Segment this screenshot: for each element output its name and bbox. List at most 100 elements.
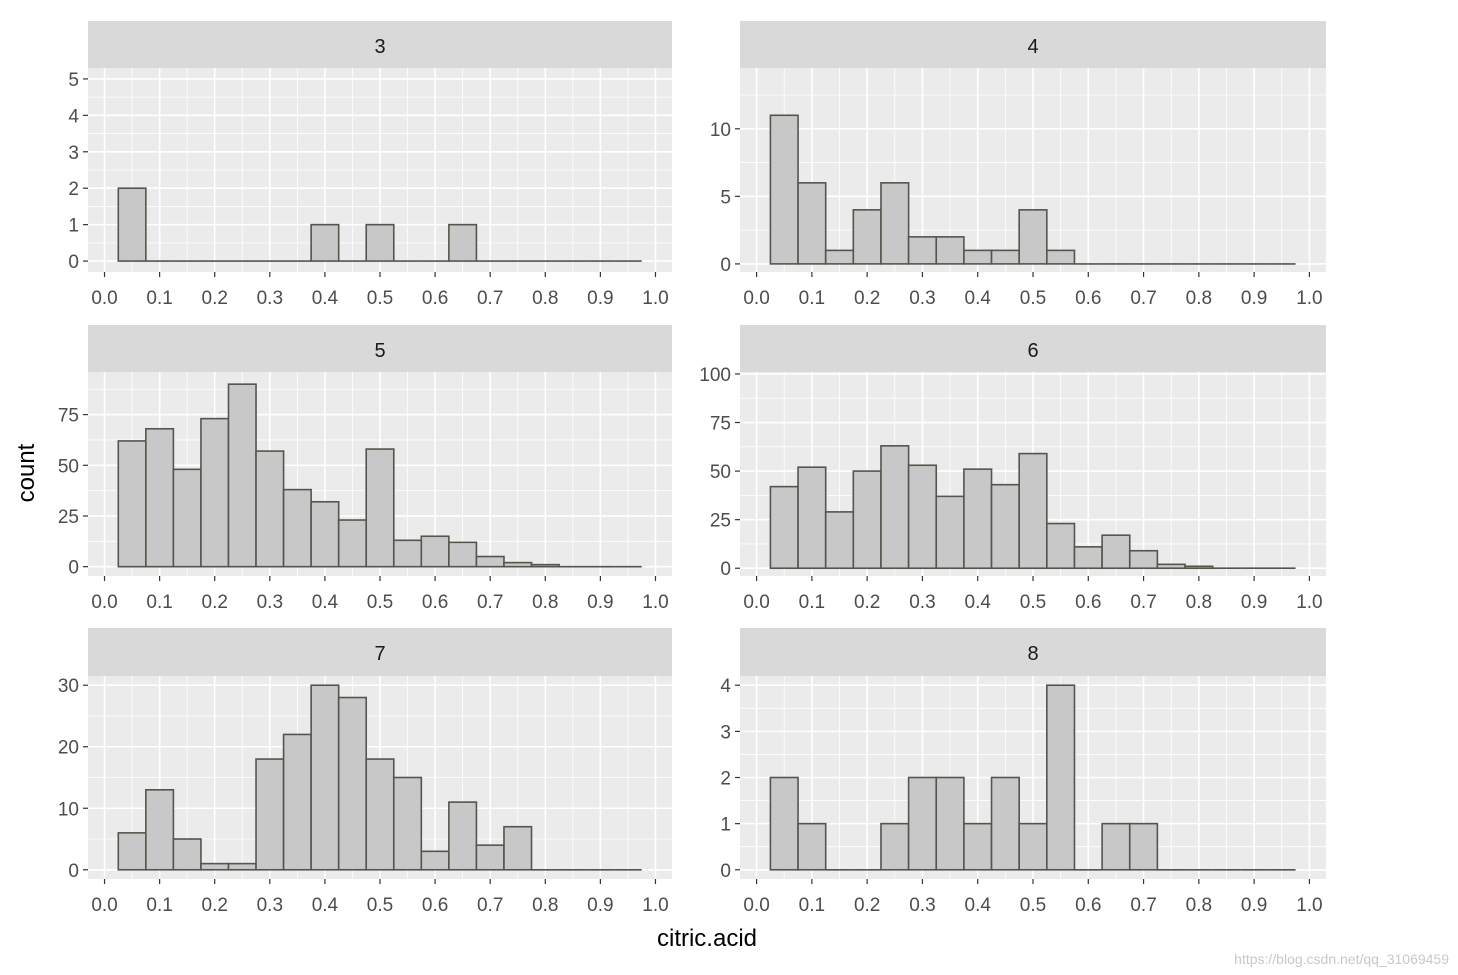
x-tick-label: 0.1	[146, 592, 172, 613]
x-tick-label: 0.3	[257, 288, 283, 309]
x-tick-label: 0.3	[909, 288, 935, 309]
histogram-bar	[824, 511, 855, 570]
y-tick-label: 30	[58, 676, 79, 697]
histogram-bar	[255, 758, 285, 871]
histogram-bar	[1101, 822, 1131, 871]
histogram-bar	[1046, 249, 1076, 265]
y-tick-label: 5	[720, 187, 731, 208]
y-tick-label: 10	[58, 799, 79, 820]
x-tick-label: 0.7	[1130, 288, 1156, 309]
histogram-bar	[990, 776, 1020, 871]
histogram-bar	[420, 535, 450, 568]
x-tick-label: 1.0	[1296, 592, 1322, 613]
x-tick-label: 1.0	[642, 895, 668, 916]
x-tick-label: 0.5	[1020, 288, 1046, 309]
histogram-bar	[963, 468, 993, 570]
facet-strip-label: 7	[374, 643, 385, 665]
watermark: https://blog.csdn.net/qq_31069459	[1234, 951, 1449, 967]
histogram-bar	[769, 776, 799, 871]
x-tick-label: 0.0	[91, 592, 117, 613]
histogram-bar	[365, 758, 395, 871]
histogram-bar	[282, 733, 312, 871]
y-tick-label: 1	[720, 815, 731, 836]
x-tick-label: 0.4	[312, 592, 339, 613]
histogram-bar	[337, 519, 368, 568]
histogram-bar	[172, 468, 202, 568]
histogram-bar	[935, 236, 965, 265]
histogram-bar	[880, 445, 910, 570]
histogram-bar	[117, 440, 147, 568]
histogram-bar	[145, 427, 175, 568]
y-tick-label: 0	[720, 861, 731, 882]
x-tick-label: 0.8	[532, 592, 558, 613]
histogram-bar	[880, 822, 910, 871]
y-tick-label: 0	[720, 559, 731, 580]
x-tick-label: 0.5	[1020, 592, 1046, 613]
histogram-bar	[503, 825, 533, 871]
y-tick-label: 0	[68, 252, 79, 273]
x-tick-label: 0.6	[1075, 288, 1101, 309]
histogram-bar	[769, 485, 799, 570]
x-axis-title: citric.acid	[657, 925, 757, 952]
histogram-bar	[392, 539, 423, 568]
histogram-bar	[448, 223, 478, 262]
facet-strip-label: 8	[1027, 643, 1038, 665]
histogram-bar	[145, 789, 175, 871]
facet-panel-7: 7 0.0 0.1 0.2 0.3 0.4 0.5 0.6 0.7 0.8 0.9 1.0 0 10 20 3…	[58, 628, 672, 916]
x-tick-label: 0.3	[909, 895, 935, 916]
x-tick-label: 0.3	[909, 592, 935, 613]
histogram-bar	[310, 223, 340, 262]
x-tick-label: 0.0	[743, 288, 769, 309]
histogram-bar	[797, 466, 827, 570]
histogram-bar	[1018, 452, 1048, 570]
x-tick-label: 0.2	[202, 288, 228, 309]
histogram-bar	[227, 383, 257, 568]
histogram-bar	[907, 464, 938, 570]
y-tick-label: 25	[710, 511, 731, 532]
facet-strip-label: 3	[374, 36, 385, 58]
x-tick-label: 0.4	[312, 288, 339, 309]
x-tick-label: 0.2	[854, 592, 880, 613]
histogram-bar	[448, 541, 478, 568]
histogram-bar	[907, 236, 938, 265]
x-tick-label: 0.9	[587, 288, 613, 309]
x-tick-label: 0.2	[202, 592, 228, 613]
x-tick-label: 0.6	[422, 288, 448, 309]
histogram-bar	[935, 495, 965, 570]
x-tick-label: 1.0	[1296, 288, 1322, 309]
y-tick-label: 2	[68, 179, 79, 200]
y-tick-label: 0	[68, 861, 79, 882]
y-tick-label: 100	[699, 365, 731, 386]
histogram-bar	[227, 862, 257, 871]
y-tick-label: 4	[720, 676, 731, 697]
y-tick-label: 10	[710, 120, 731, 141]
facet-panel-3: 3 0.0 0.1 0.2 0.3 0.4 0.5 0.6 0.7 0.8 0.9 1.0 0 1 2 3 4 5	[68, 21, 672, 309]
histogram-bar	[117, 187, 147, 262]
x-tick-label: 0.9	[1241, 895, 1267, 916]
x-tick-label: 0.1	[799, 288, 825, 309]
x-tick-label: 1.0	[642, 288, 668, 309]
histogram-bar	[1046, 522, 1076, 570]
x-tick-label: 0.9	[587, 592, 613, 613]
x-tick-label: 0.6	[422, 895, 448, 916]
histogram-bar	[503, 561, 533, 568]
histogram-bar	[255, 450, 285, 568]
histogram-bar	[963, 249, 993, 265]
histogram-bar	[475, 844, 505, 871]
facet-strip	[740, 21, 1326, 68]
histogram-bar	[1073, 546, 1103, 570]
x-tick-label: 0.3	[257, 592, 283, 613]
histogram-bar	[310, 500, 340, 568]
histogram-bar	[392, 776, 423, 871]
facet-strip-label: 6	[1027, 340, 1038, 362]
y-tick-label: 3	[720, 722, 731, 743]
histogram-bar	[1128, 822, 1159, 871]
x-tick-label: 0.2	[854, 895, 880, 916]
x-tick-label: 0.1	[146, 288, 172, 309]
x-tick-label: 0.4	[312, 895, 339, 916]
x-tick-label: 0.8	[1186, 895, 1212, 916]
x-tick-label: 0.5	[1020, 895, 1046, 916]
histogram-bar	[990, 483, 1020, 570]
histogram-bar	[1128, 549, 1159, 570]
x-tick-label: 0.1	[146, 895, 172, 916]
